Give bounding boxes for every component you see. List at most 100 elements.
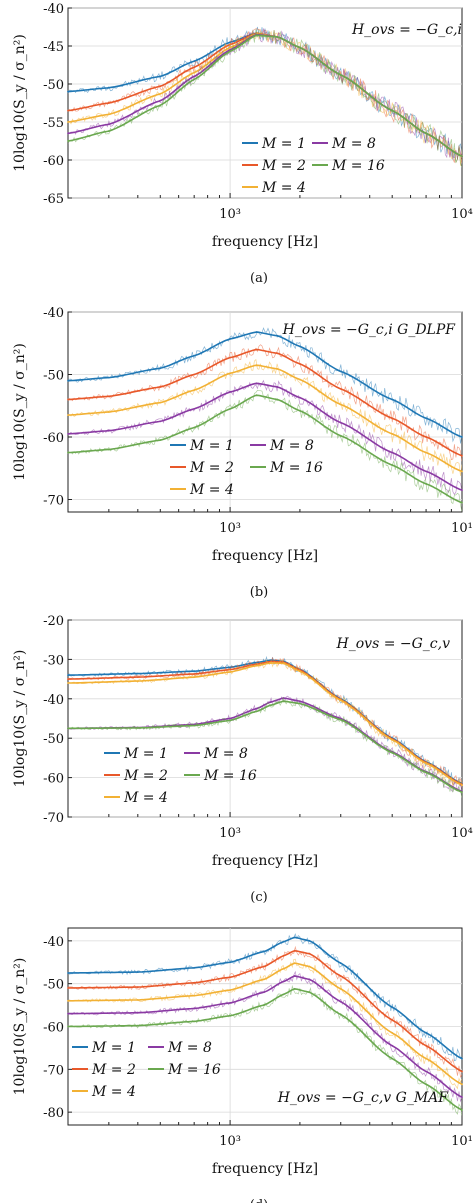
data-point-M16: [67, 727, 69, 730]
data-point-M4: [276, 368, 279, 370]
data-point-M2: [229, 976, 232, 979]
measured-trace-M2: [68, 28, 462, 164]
data-point-M16: [193, 78, 196, 81]
data-point-M1: [193, 354, 196, 357]
data-point-M4: [263, 978, 265, 981]
data-point-M1: [229, 666, 232, 669]
data-point-M4: [193, 676, 196, 678]
data-point-M1: [339, 962, 342, 964]
data-point-M16: [425, 132, 427, 135]
data-point-M8: [193, 1007, 196, 1010]
data-point-M2: [107, 102, 110, 104]
data-point-M16: [136, 727, 139, 729]
data-point-M8: [229, 717, 232, 720]
data-point-M16: [461, 791, 463, 794]
x-tick-label: 10¹: [451, 1134, 473, 1149]
legend-label-M4: M = 4: [91, 1084, 136, 1100]
data-point-M8: [159, 99, 162, 102]
data-point-M8: [136, 1011, 139, 1014]
data-point-M1: [193, 60, 196, 63]
data-point-M2: [193, 673, 196, 675]
data-point-M4: [299, 378, 301, 381]
data-point-M2: [67, 678, 69, 680]
data-point-M16: [339, 434, 342, 437]
data-point-M8: [276, 386, 279, 388]
data-point-M1: [67, 972, 69, 974]
data-point-M2: [391, 417, 394, 420]
panel-caption: (b): [250, 585, 268, 600]
y-tick-label: -60: [43, 154, 64, 169]
data-point-M2: [229, 356, 232, 359]
legend-label-M16: M = 16: [269, 460, 323, 476]
data-point-M16: [425, 771, 427, 774]
panel-caption: (d): [250, 1198, 268, 1203]
legend-label-M8: M = 8: [203, 746, 248, 762]
data-point-M4: [67, 682, 69, 684]
data-point-M4: [425, 451, 427, 454]
data-point-M16: [391, 1057, 394, 1060]
data-point-M1: [136, 672, 139, 675]
data-point-M4: [255, 364, 258, 366]
data-point-M2: [339, 975, 342, 977]
data-point-M8: [159, 420, 162, 423]
data-point-M4: [229, 372, 232, 375]
data-point-M4: [391, 1032, 394, 1034]
y-tick-label: -80: [43, 1106, 64, 1121]
legend-label-M16: M = 16: [331, 158, 385, 174]
data-point-M2: [67, 987, 69, 989]
legend: M = 1 M = 8 M = 2 M = 16 M = 4: [104, 746, 257, 806]
series-line-M16: [68, 34, 462, 157]
data-point-M4: [67, 414, 69, 416]
data-point-M4: [255, 664, 258, 667]
data-point-M2: [425, 1044, 427, 1047]
y-tick-label: -70: [43, 1063, 64, 1078]
data-point-M8: [263, 991, 265, 994]
data-point-M16: [107, 130, 110, 133]
y-tick-label: -40: [43, 306, 64, 321]
data-point-M4: [107, 113, 110, 116]
data-point-M16: [136, 1024, 139, 1027]
data-point-M4: [339, 403, 342, 406]
data-point-M4: [193, 389, 196, 391]
data-point-M16: [193, 724, 196, 727]
x-tick-label: 10¹: [451, 521, 473, 536]
data-point-M16: [461, 1109, 463, 1111]
data-point-M4: [339, 987, 342, 990]
data-point-M8: [107, 429, 110, 432]
data-point-M1: [229, 338, 232, 340]
data-point-M16: [263, 1004, 265, 1006]
legend-label-M16: M = 16: [203, 768, 257, 784]
data-point-M8: [339, 1000, 342, 1003]
x-tick-label: 10³: [219, 1134, 241, 1149]
data-point-M2: [299, 363, 301, 365]
data-point-M4: [461, 784, 463, 786]
x-tick-label: 10³: [219, 521, 241, 536]
y-tick-label: -50: [43, 78, 64, 93]
data-point-M8: [270, 701, 272, 703]
data-point-M1: [107, 86, 110, 89]
data-point-M1: [308, 939, 311, 942]
data-point-M4: [282, 662, 285, 665]
y-tick-label: -55: [43, 116, 64, 131]
y-tick-label: -60: [43, 772, 64, 787]
data-point-M16: [276, 36, 279, 38]
data-point-M4: [339, 699, 342, 702]
data-point-M16: [159, 104, 162, 107]
data-point-M16: [255, 34, 258, 37]
data-point-M8: [107, 123, 110, 126]
data-point-M16: [67, 451, 69, 454]
data-point-M16: [159, 439, 162, 441]
data-point-M4: [107, 411, 110, 413]
legend-label-M4: M = 4: [261, 180, 306, 196]
data-point-M2: [107, 395, 110, 398]
panel-caption: (c): [250, 890, 267, 905]
data-point-M1: [425, 417, 427, 420]
data-point-M4: [293, 962, 296, 964]
legend-label-M16: M = 16: [167, 1062, 221, 1078]
data-point-M8: [255, 382, 258, 385]
series-line-M8: [68, 975, 462, 1098]
data-point-M8: [461, 1096, 463, 1099]
data-point-M16: [255, 710, 258, 713]
data-point-M4: [391, 433, 394, 435]
